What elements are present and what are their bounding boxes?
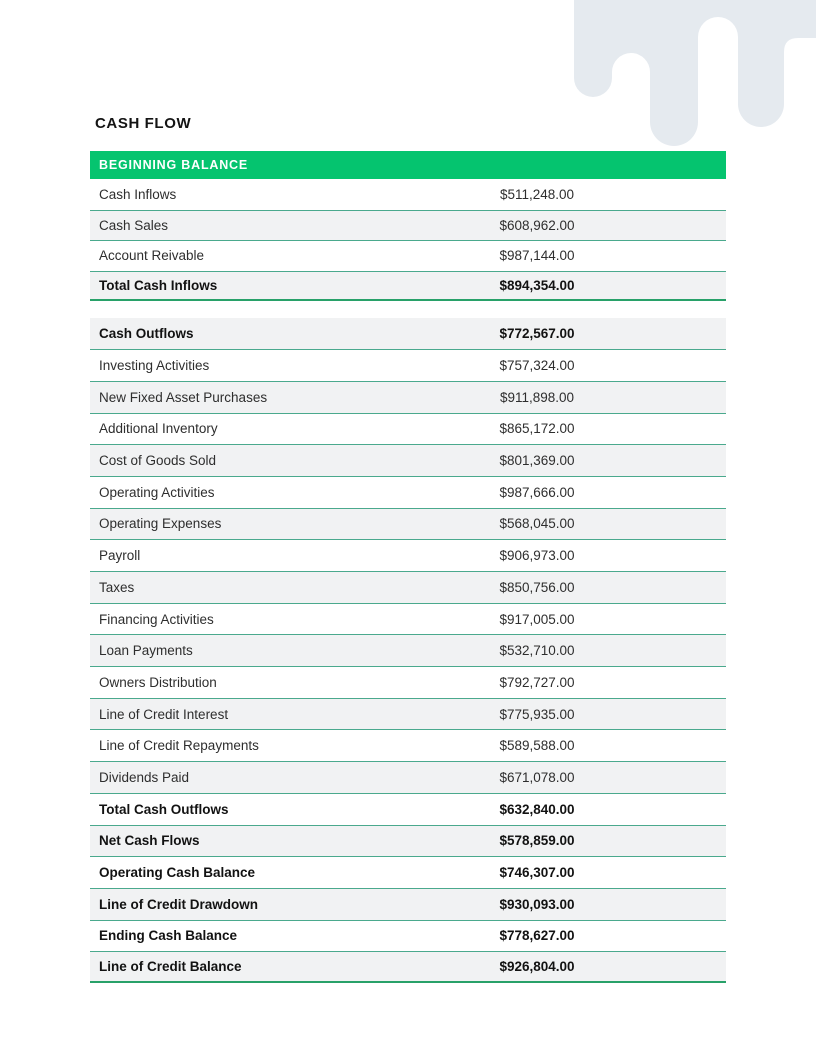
drip-decoration (574, 0, 816, 146)
row-label: Payroll (99, 548, 141, 564)
row-value: $850,756.00 (499, 579, 575, 595)
page-title: CASH FLOW (95, 115, 192, 132)
row-label: Ending Cash Balance (99, 928, 238, 944)
row-value: $578,859.00 (499, 833, 575, 849)
row-value: $608,962.00 (499, 217, 575, 233)
row-value: $801,369.00 (499, 453, 575, 469)
row-value: $792,727.00 (499, 674, 575, 690)
table-row: Line of Credit Interest $775,935.00 (90, 697, 726, 730)
row-label: Total Cash Outflows (99, 801, 229, 817)
row-label: Loan Payments (99, 643, 193, 659)
table-row: Cost of Goods Sold $801,369.00 (90, 444, 726, 476)
row-value: $532,710.00 (499, 643, 575, 659)
table-row-total: Total Cash Outflows $632,840.00 (90, 792, 726, 825)
cash-flow-statement: CASH FLOW BEGINNING BALANCE Cash Inflows… (90, 115, 726, 983)
row-label: Line of Credit Repayments (99, 738, 259, 754)
row-value: $894,354.00 (499, 277, 575, 293)
row-value: $568,045.00 (499, 516, 575, 532)
table-row-total: Line of Credit Drawdown $930,093.00 (90, 887, 726, 920)
table-row: Loan Payments $532,710.00 (90, 634, 726, 667)
row-value: $865,172.00 (499, 421, 575, 437)
table-row: Additional Inventory $865,172.00 (90, 412, 726, 445)
row-value: $911,898.00 (499, 389, 575, 405)
table-row: Payroll $906,973.00 (90, 539, 726, 571)
row-label: Line of Credit Interest (99, 706, 229, 722)
table-row: New Fixed Asset Purchases $911,898.00 (90, 380, 726, 413)
row-label: Investing Activities (99, 358, 210, 374)
table-row-total: Operating Cash Balance $746,307.00 (90, 856, 726, 888)
row-value: $987,144.00 (499, 248, 575, 264)
table-row: Financing Activities $917,005.00 (90, 602, 726, 635)
row-value: $746,307.00 (499, 865, 575, 881)
table-row-total: Total Cash Inflows $894,354.00 (90, 270, 726, 301)
table-row: Cash Inflows $511,248.00 (90, 179, 726, 210)
row-label: Account Reivable (99, 248, 205, 264)
row-label: Financing Activities (99, 611, 214, 627)
row-value: $671,078.00 (499, 769, 575, 785)
row-label: Taxes (99, 579, 135, 595)
cash-outflows-section: Cash Outflows $772,567.00 Investing Acti… (90, 317, 726, 983)
row-label: Cash Inflows (99, 186, 177, 202)
table-row-total: Ending Cash Balance $778,627.00 (90, 919, 726, 952)
row-label: Additional Inventory (99, 421, 218, 437)
row-label: New Fixed Asset Purchases (99, 389, 268, 405)
row-label: Total Cash Inflows (99, 277, 218, 293)
row-value: $906,973.00 (499, 548, 575, 564)
row-label: Dividends Paid (99, 769, 190, 785)
row-value: $930,093.00 (499, 896, 575, 912)
table-row: Line of Credit Repayments $589,588.00 (90, 729, 726, 762)
row-label: Operating Activities (99, 484, 215, 500)
row-value: $778,627.00 (499, 928, 575, 944)
row-value: $589,588.00 (499, 738, 575, 754)
row-label: Owners Distribution (99, 674, 217, 690)
table-row: Cash Outflows $772,567.00 (90, 317, 726, 350)
row-label: Line of Credit Drawdown (99, 896, 259, 912)
row-label: Operating Cash Balance (99, 865, 256, 881)
row-value: $757,324.00 (499, 358, 575, 374)
table-row: Owners Distribution $792,727.00 (90, 666, 726, 698)
row-value: $772,567.00 (499, 325, 575, 341)
row-value: $632,840.00 (499, 801, 575, 817)
row-value: $511,248.00 (499, 186, 575, 202)
row-value: $987,666.00 (499, 484, 575, 500)
table-row: Dividends Paid $671,078.00 (90, 761, 726, 793)
cash-inflows-section: Cash Inflows $511,248.00 Cash Sales $608… (90, 179, 726, 301)
table-row: Cash Sales $608,962.00 (90, 209, 726, 240)
row-label: Net Cash Flows (99, 833, 200, 849)
row-label: Cash Sales (99, 217, 169, 233)
row-value: $926,804.00 (499, 959, 575, 975)
row-value: $917,005.00 (499, 611, 575, 627)
table-header-beginning-balance: BEGINNING BALANCE (90, 151, 726, 179)
table-row: Account Reivable $987,144.00 (90, 240, 726, 271)
row-label: Cost of Goods Sold (99, 453, 217, 469)
table-row: Taxes $850,756.00 (90, 571, 726, 603)
row-label: Cash Outflows (99, 325, 194, 341)
table-row: Investing Activities $757,324.00 (90, 349, 726, 381)
table-row: Operating Activities $987,666.00 (90, 475, 726, 508)
table-row-total: Line of Credit Balance $926,804.00 (90, 951, 726, 983)
row-label: Operating Expenses (99, 516, 222, 532)
row-label: Line of Credit Balance (99, 959, 242, 975)
row-value: $775,935.00 (499, 706, 575, 722)
table-row: Operating Expenses $568,045.00 (90, 507, 726, 540)
table-row-total: Net Cash Flows $578,859.00 (90, 824, 726, 857)
